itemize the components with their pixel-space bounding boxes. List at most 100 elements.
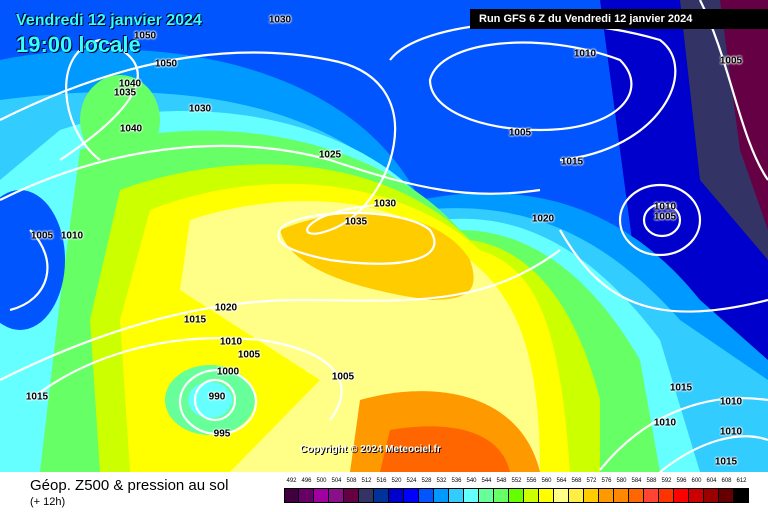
scale-label: 612: [736, 478, 747, 484]
scale-cell: 500: [314, 478, 329, 503]
scale-cell: 496: [299, 478, 314, 503]
scale-cell: 536: [449, 478, 464, 503]
scale-label: 584: [631, 478, 642, 484]
scale-cell: 524: [404, 478, 419, 503]
scale-label: 500: [316, 478, 327, 484]
scale-swatch: [419, 488, 434, 503]
scale-label: 600: [691, 478, 702, 484]
scale-cell: 508: [344, 478, 359, 503]
scale-swatch: [524, 488, 539, 503]
scale-cell: 568: [569, 478, 584, 503]
isobar-label: 990: [208, 391, 226, 403]
scale-swatch: [434, 488, 449, 503]
scale-cell: 576: [599, 478, 614, 503]
scale-cell: 548: [494, 478, 509, 503]
scale-swatch: [629, 488, 644, 503]
scale-swatch: [659, 488, 674, 503]
isobar-label: 1030: [373, 198, 397, 210]
scale-cell: 516: [374, 478, 389, 503]
scale-label: 528: [421, 478, 432, 484]
scale-label: 568: [571, 478, 582, 484]
isobar-label: 1010: [653, 201, 677, 213]
isobar-label: 995: [213, 428, 231, 440]
scale-label: 544: [481, 478, 492, 484]
scale-cell: 552: [509, 478, 524, 503]
scale-cell: 556: [524, 478, 539, 503]
isobar-label: 1025: [318, 149, 342, 161]
scale-cell: 584: [629, 478, 644, 503]
scale-label: 596: [676, 478, 687, 484]
scale-label: 532: [436, 478, 447, 484]
isobar-label: 1050: [133, 30, 157, 42]
scale-swatch: [344, 488, 359, 503]
scale-cell: 592: [659, 478, 674, 503]
scale-swatch: [359, 488, 374, 503]
scale-swatch: [689, 488, 704, 503]
isobar-label: 1035: [344, 216, 368, 228]
scale-swatch: [374, 488, 389, 503]
scale-swatch: [314, 488, 329, 503]
isobar-label: 1040: [118, 78, 142, 90]
scale-swatch: [614, 488, 629, 503]
scale-cell: 492: [284, 478, 299, 503]
run-info: Run GFS 6 Z du Vendredi 12 janvier 2024: [470, 9, 768, 29]
scale-label: 588: [646, 478, 657, 484]
scale-swatch: [389, 488, 404, 503]
scale-label: 524: [406, 478, 417, 484]
scale-cell: 588: [644, 478, 659, 503]
isobar-label: 1015: [183, 314, 207, 326]
scale-cell: 504: [329, 478, 344, 503]
scale-label: 536: [451, 478, 462, 484]
scale-swatch: [299, 488, 314, 503]
scale-cell: 528: [419, 478, 434, 503]
scale-swatch: [329, 488, 344, 503]
scale-cell: 540: [464, 478, 479, 503]
scale-label: 496: [301, 478, 312, 484]
scale-swatch: [509, 488, 524, 503]
scale-label: 520: [391, 478, 402, 484]
scale-label: 564: [556, 478, 567, 484]
legend-footer: Géop. Z500 & pression au sol (+ 12h) 492…: [0, 472, 768, 512]
isobar-label: 1015: [714, 456, 738, 468]
isobar-label: 1040: [119, 123, 143, 135]
scale-swatch: [584, 488, 599, 503]
scale-cell: 608: [719, 478, 734, 503]
isobar-label: 1010: [60, 230, 84, 242]
scale-label: 560: [541, 478, 552, 484]
isobar-label: 1000: [216, 366, 240, 378]
scale-cell: 596: [674, 478, 689, 503]
isobar-label: 1020: [531, 213, 555, 225]
scale-swatch: [599, 488, 614, 503]
forecast-date: Vendredi 12 janvier 2024: [16, 12, 202, 29]
scale-cell: 604: [704, 478, 719, 503]
scale-swatch: [704, 488, 719, 503]
scale-label: 580: [616, 478, 627, 484]
scale-cell: 544: [479, 478, 494, 503]
scale-cell: 560: [539, 478, 554, 503]
isobar-label: 1010: [573, 48, 597, 60]
scale-swatch: [284, 488, 299, 503]
isobar-label: 1015: [669, 382, 693, 394]
scale-swatch: [554, 488, 569, 503]
isobar-label: 1015: [560, 156, 584, 168]
scale-swatch: [539, 488, 554, 503]
scale-cell: 572: [584, 478, 599, 503]
scale-swatch: [404, 488, 419, 503]
scale-swatch: [569, 488, 584, 503]
isobar-label: 1005: [30, 230, 54, 242]
scale-label: 604: [706, 478, 717, 484]
scale-swatch: [464, 488, 479, 503]
scale-cell: 564: [554, 478, 569, 503]
scale-label: 516: [376, 478, 387, 484]
isobar-label: 1010: [219, 336, 243, 348]
isobar-label: 1005: [331, 371, 355, 383]
scale-label: 512: [361, 478, 372, 484]
scale-label: 556: [526, 478, 537, 484]
isobar-label: 1005: [719, 55, 743, 67]
scale-label: 504: [331, 478, 342, 484]
isobar-label: 1005: [653, 211, 677, 223]
map-title: Géop. Z500 & pression au sol: [30, 477, 229, 494]
scale-cell: 580: [614, 478, 629, 503]
scale-swatch: [449, 488, 464, 503]
weather-map: Vendredi 12 janvier 2024 19:00 locale Ru…: [0, 0, 768, 472]
